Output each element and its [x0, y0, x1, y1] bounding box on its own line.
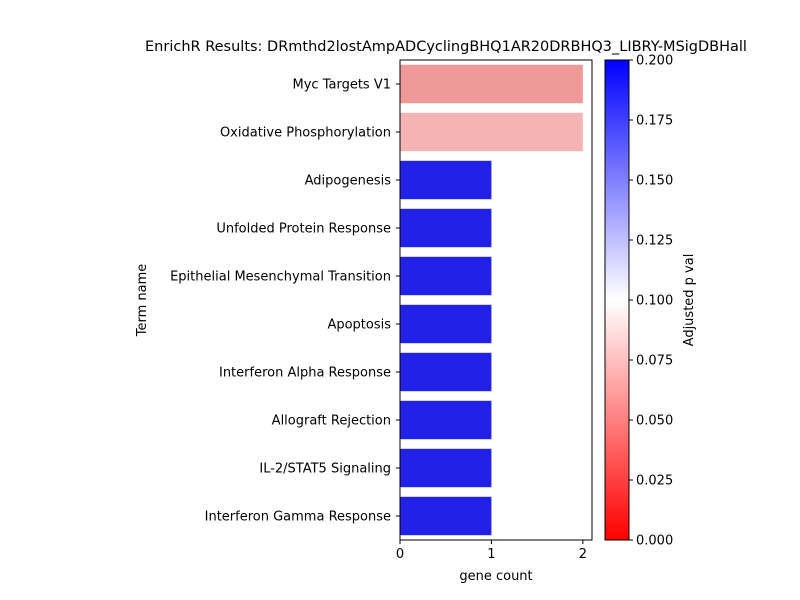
- colorbar-tick-label: 0.075: [636, 354, 673, 369]
- y-tick-label: IL-2/STAT5 Signaling: [259, 462, 391, 477]
- colorbar-gradient: [604, 59, 630, 541]
- bar: [400, 352, 492, 392]
- y-tick-label: Adipogenesis: [305, 174, 392, 189]
- y-tick-label: Unfolded Protein Response: [216, 222, 391, 237]
- bar: [400, 112, 583, 152]
- bar: [400, 256, 492, 296]
- x-axis-label: gene count: [459, 569, 532, 584]
- y-axis-label: Term name: [135, 264, 150, 338]
- y-tick-label: Allograft Rejection: [272, 414, 391, 429]
- x-tick-label: 2: [579, 547, 587, 562]
- y-tick-label: Myc Targets V1: [293, 78, 391, 93]
- chart-title: EnrichR Results: DRmthd2lostAmpADCycling…: [145, 39, 747, 55]
- colorbar-tick-label: 0.050: [636, 414, 673, 429]
- colorbar: 0.000 0.025 0.050 0.075 0.100 0.125 0.150 0.175…: [604, 54, 697, 549]
- bar: [400, 400, 492, 440]
- x-tick-label: 0: [396, 547, 404, 562]
- y-tick-label: Interferon Gamma Response: [205, 510, 391, 525]
- colorbar-tick-label: 0.025: [636, 474, 673, 489]
- colorbar-tick-label: 0.150: [636, 174, 673, 189]
- colorbar-tick-label: 0.100: [636, 294, 673, 309]
- bar: [400, 496, 492, 536]
- colorbar-ticks: 0.000 0.025 0.050 0.075 0.100 0.125 0.150 0.175…: [629, 54, 673, 549]
- bar: [400, 64, 583, 104]
- y-tick-label: Interferon Alpha Response: [219, 366, 391, 381]
- bar: [400, 160, 492, 200]
- y-tick-label: Epithelial Mesenchymal Transition: [170, 270, 391, 285]
- bar: [400, 208, 492, 248]
- y-tick-label: Apoptosis: [327, 318, 391, 333]
- x-tick-label: 1: [487, 547, 495, 562]
- colorbar-tick-label: 0.000: [636, 534, 673, 549]
- y-tick-label: Oxidative Phosphorylation: [220, 126, 391, 141]
- colorbar-tick-label: 0.175: [636, 114, 673, 129]
- plot-area: Myc Targets V1 Oxidative Phosphorylation A…: [170, 64, 587, 562]
- colorbar-tick-label: 0.125: [636, 234, 673, 249]
- bar: [400, 448, 492, 488]
- colorbar-label: Adjusted p val: [682, 254, 697, 347]
- plot-frame: [399, 59, 593, 541]
- colorbar-tick-label: 0.200: [636, 54, 673, 69]
- bar: [400, 304, 492, 344]
